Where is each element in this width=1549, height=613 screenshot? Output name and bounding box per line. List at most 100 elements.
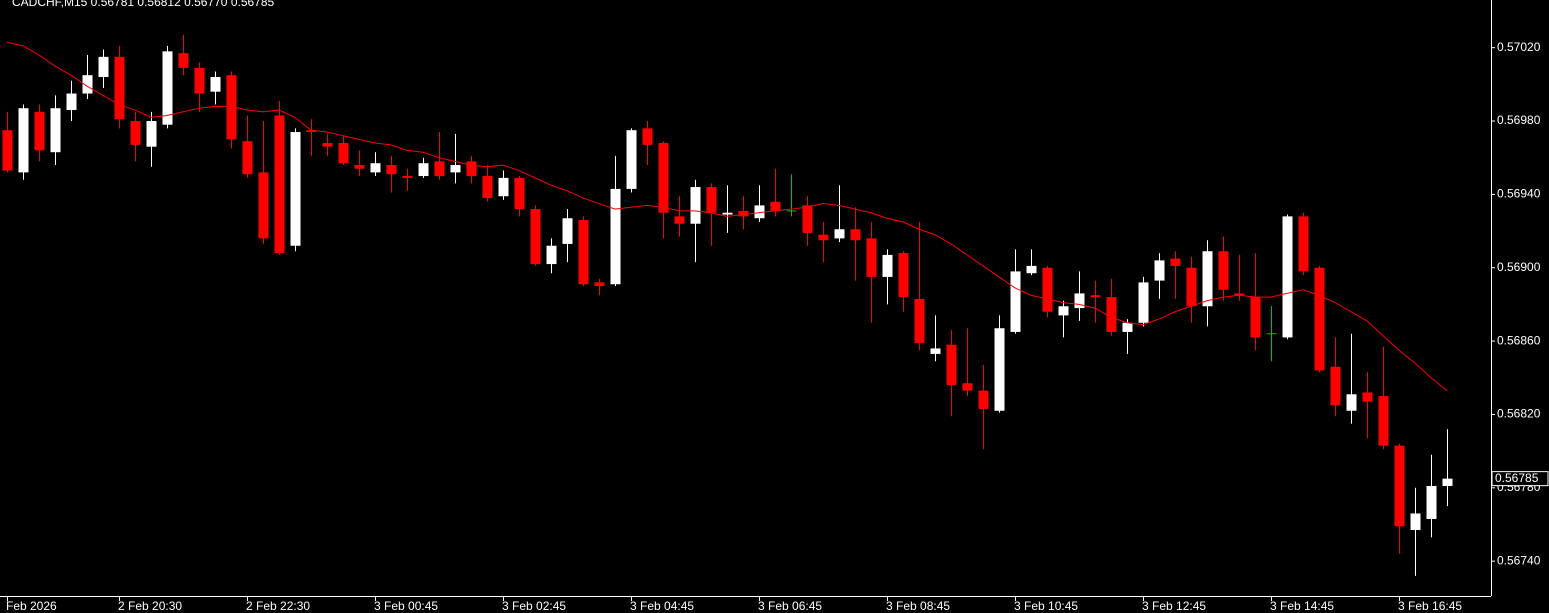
candle-body xyxy=(1282,216,1293,338)
current-price-box xyxy=(1491,471,1549,487)
candle-body xyxy=(834,229,845,239)
candle-body xyxy=(226,75,237,140)
x-tick-label: 2 Feb 22:30 xyxy=(246,599,310,613)
candle-body xyxy=(2,130,13,171)
candle-body xyxy=(1298,216,1309,272)
candle-body xyxy=(482,176,493,199)
candle-body xyxy=(98,56,109,78)
candle-body xyxy=(498,177,509,197)
y-tick-label: 0.56900 xyxy=(1497,260,1541,274)
candle-body xyxy=(994,328,1005,411)
candle-body xyxy=(1378,396,1389,446)
candle-body xyxy=(738,210,749,217)
candle-body xyxy=(178,53,189,68)
candle-body xyxy=(258,172,269,239)
candle-body xyxy=(1234,293,1245,296)
candle-body xyxy=(898,253,909,298)
candle-body xyxy=(50,108,61,153)
y-tick-label: 0.56980 xyxy=(1497,113,1541,127)
candle-body xyxy=(306,130,317,133)
candle-body xyxy=(418,163,429,177)
candle-body xyxy=(754,205,765,219)
candle-body xyxy=(786,210,797,212)
candle-body xyxy=(530,209,541,265)
candle-body xyxy=(66,93,77,111)
candle-body xyxy=(1010,271,1021,332)
x-tick-label: 3 Feb 12:45 xyxy=(1142,599,1206,613)
candle-body xyxy=(626,130,637,189)
candle-body xyxy=(354,165,365,169)
candle-body xyxy=(1186,267,1197,307)
candle-body xyxy=(770,201,781,211)
candle-body xyxy=(450,165,461,173)
candle-body xyxy=(1138,282,1149,323)
candle-body xyxy=(34,111,45,151)
candle-body xyxy=(882,254,893,277)
candle-body xyxy=(386,165,397,175)
candle-body xyxy=(978,390,989,409)
x-tick-label: 3 Feb 00:45 xyxy=(374,599,438,613)
candle-body xyxy=(546,245,557,265)
y-tick-label: 0.56940 xyxy=(1497,187,1541,201)
candle-body xyxy=(242,141,253,175)
candle-body xyxy=(146,121,157,147)
candle-body xyxy=(850,229,861,241)
candle-body xyxy=(514,177,525,210)
y-tick-label: 0.57020 xyxy=(1497,40,1541,54)
candle-body xyxy=(1090,295,1101,298)
candle-body xyxy=(1042,267,1053,312)
candle-body xyxy=(274,115,285,254)
x-tick-label: Feb 2026 xyxy=(6,599,57,613)
candle-body xyxy=(18,108,29,173)
candle-body xyxy=(1266,333,1277,335)
candle-body xyxy=(658,143,669,213)
candle-body xyxy=(578,220,589,285)
chart-title: CADCHF,M15 0.56781 0.56812 0.56770 0.567… xyxy=(12,0,275,9)
candle-body xyxy=(802,205,813,233)
candle-body xyxy=(1314,267,1325,371)
x-tick-label: 3 Feb 08:45 xyxy=(886,599,950,613)
candle-body xyxy=(1394,445,1405,527)
candle-body xyxy=(1026,265,1037,274)
candle-body xyxy=(402,176,413,178)
y-tick-label: 0.56740 xyxy=(1497,553,1541,567)
candle-body xyxy=(322,143,333,147)
candle-body xyxy=(466,161,477,177)
candle-body xyxy=(1170,258,1181,266)
candle-body xyxy=(1202,251,1213,307)
candle-body xyxy=(1346,394,1357,411)
candle-body xyxy=(1362,392,1373,402)
candle-body xyxy=(1106,297,1117,332)
current-price-label: 0.56785 xyxy=(1495,471,1539,485)
plot-area xyxy=(2,34,1453,576)
candle-body xyxy=(114,56,125,120)
candle-body xyxy=(1442,478,1453,486)
candle-body xyxy=(210,77,221,92)
candle-body xyxy=(690,187,701,224)
candle-body xyxy=(866,238,877,277)
candle-body xyxy=(818,234,829,241)
candle-body xyxy=(610,188,621,285)
x-tick-label: 3 Feb 02:45 xyxy=(502,599,566,613)
candle-body xyxy=(1426,485,1437,519)
moving-average-line xyxy=(6,41,1448,391)
candle-body xyxy=(194,67,205,94)
x-tick-label: 3 Feb 06:45 xyxy=(758,599,822,613)
candle-body xyxy=(290,132,301,246)
candle-body xyxy=(1058,306,1069,316)
candle-body xyxy=(82,75,93,94)
candle-body xyxy=(642,128,653,145)
candle-body xyxy=(1218,251,1229,290)
candle-body xyxy=(338,143,349,164)
candle-body xyxy=(722,212,733,215)
candle-body xyxy=(434,161,445,177)
candle-body xyxy=(1330,366,1341,406)
candle-body xyxy=(706,187,717,213)
candle-body xyxy=(930,348,941,354)
x-tick-label: 3 Feb 04:45 xyxy=(630,599,694,613)
candle-body xyxy=(674,216,685,224)
x-tick-label: 3 Feb 10:45 xyxy=(1014,599,1078,613)
